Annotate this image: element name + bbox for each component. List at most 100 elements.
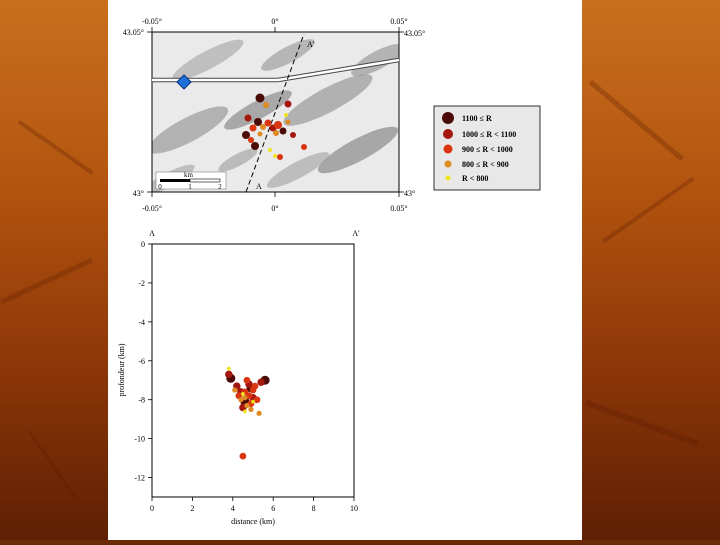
epicentre bbox=[257, 131, 263, 137]
legend-marker bbox=[444, 160, 452, 168]
scale-tick: 1 bbox=[188, 183, 192, 191]
map-scale-bar: km 0 1 2 bbox=[155, 171, 227, 191]
x-tick-label: 8 bbox=[312, 504, 316, 513]
section-right-label: A' bbox=[352, 229, 360, 238]
profile-end-label: A' bbox=[307, 40, 315, 49]
axis-ticks: 0 2 4 6 8 10 0 -2 -4 -6 -8 -10 -12 bbox=[134, 240, 358, 513]
map-road bbox=[152, 57, 399, 83]
x-tick-label: 0 bbox=[150, 504, 154, 513]
legend-marker bbox=[443, 129, 453, 139]
texture-crack bbox=[27, 430, 76, 498]
legend-marker bbox=[443, 144, 453, 154]
map-top-tick: 0.05° bbox=[390, 17, 407, 26]
map-bottom-tick: 0.05° bbox=[390, 204, 407, 213]
hypocentres bbox=[225, 366, 270, 460]
epicentre bbox=[268, 148, 272, 152]
y-tick-label: -4 bbox=[138, 318, 145, 327]
magnitude-legend: 1100 ≤ R 1000 ≤ R < 1100 900 ≤ R < 1000 … bbox=[433, 105, 541, 191]
y-tick-label: -12 bbox=[134, 474, 145, 483]
epicentre bbox=[290, 132, 296, 138]
legend-marker bbox=[445, 175, 451, 181]
hypocentre-point bbox=[243, 376, 251, 384]
x-tick-label: 10 bbox=[350, 504, 358, 513]
station-marker bbox=[176, 74, 192, 90]
map-bottom-tick: 0° bbox=[271, 204, 278, 213]
hypocentre-point bbox=[257, 378, 265, 386]
epicentre bbox=[273, 154, 277, 158]
hypocentre-point bbox=[225, 370, 233, 379]
map-epicentres bbox=[242, 93, 307, 160]
location-map: -0.05° 0° 0.05° -0.05° 0° 0.05° 43.05° 4… bbox=[123, 17, 425, 213]
scale-tick: 2 bbox=[218, 183, 222, 191]
epicentre bbox=[260, 124, 266, 130]
hypocentre-point bbox=[226, 366, 231, 371]
epicentre bbox=[285, 119, 291, 125]
epicentre bbox=[251, 142, 259, 150]
map-top-tick: 0° bbox=[271, 17, 278, 26]
texture-crack bbox=[588, 80, 684, 161]
epicentre bbox=[284, 113, 288, 117]
y-tick-label: -8 bbox=[138, 396, 145, 405]
plot-frame bbox=[151, 243, 355, 498]
texture-crack bbox=[584, 400, 700, 447]
legend-label: 1100 ≤ R bbox=[462, 114, 492, 123]
hypocentre-point bbox=[253, 396, 261, 404]
scale-unit: km bbox=[184, 171, 194, 179]
hypocentre-point bbox=[232, 387, 238, 393]
profile-line bbox=[245, 33, 305, 193]
epicentre bbox=[277, 154, 283, 160]
scale-tick: 0 bbox=[158, 183, 162, 191]
y-axis-label: profondeur (km) bbox=[117, 343, 126, 396]
epicentre bbox=[248, 137, 254, 143]
x-tick-label: 2 bbox=[190, 504, 194, 513]
epicentre bbox=[274, 121, 282, 129]
section-left-label: A bbox=[149, 229, 155, 238]
depth-section-chart: A A' 0 2 4 6 8 10 0 -2 -4 -6 -8 -10 -12 distance (km… bbox=[117, 229, 360, 526]
epicentre bbox=[255, 93, 265, 103]
legend-marker bbox=[442, 112, 454, 124]
y-tick-label: -6 bbox=[138, 357, 145, 366]
hypocentre-point bbox=[238, 397, 244, 403]
y-tick-label: -2 bbox=[138, 279, 145, 288]
epicentre bbox=[263, 102, 269, 108]
legend-label: 1000 ≤ R < 1100 bbox=[462, 130, 516, 139]
legend-label: R < 800 bbox=[462, 174, 488, 183]
epicentre bbox=[279, 127, 287, 135]
left-background-panel bbox=[0, 0, 108, 540]
map-right-tick: 43.05° bbox=[404, 29, 425, 38]
epicentre bbox=[249, 124, 257, 132]
right-background-panel bbox=[582, 0, 720, 540]
hypocentre-point bbox=[256, 410, 262, 416]
x-tick-label: 6 bbox=[271, 504, 275, 513]
texture-crack bbox=[0, 257, 93, 305]
hypocentre-point bbox=[244, 402, 250, 409]
y-tick-label: 0 bbox=[141, 240, 145, 249]
legend-label: 800 ≤ R < 900 bbox=[462, 160, 509, 169]
epicentre bbox=[273, 130, 279, 136]
map-left-tick: 43° bbox=[133, 189, 144, 198]
map-left-tick: 43.05° bbox=[123, 28, 144, 37]
figure-canvas: -0.05° 0° 0.05° -0.05° 0° 0.05° 43.05° 4… bbox=[117, 17, 541, 526]
hypocentre-point bbox=[243, 409, 247, 414]
epicentre bbox=[254, 118, 262, 126]
map-frame bbox=[151, 31, 400, 193]
map-frame-ticks bbox=[147, 27, 404, 197]
x-axis-label: distance (km) bbox=[231, 517, 275, 526]
texture-crack bbox=[602, 176, 695, 244]
hypocentre-point bbox=[248, 406, 254, 413]
slide: -0.05° 0° 0.05° -0.05° 0° 0.05° 43.05° 4… bbox=[108, 0, 582, 540]
y-tick-label: -10 bbox=[134, 435, 145, 444]
hypocentre-point bbox=[239, 452, 247, 460]
epicentre bbox=[264, 119, 272, 127]
legend-label: 900 ≤ R < 1000 bbox=[462, 145, 513, 154]
epicentre bbox=[244, 114, 252, 122]
map-right-tick: 43° bbox=[404, 189, 415, 198]
hypocentre-point bbox=[251, 399, 255, 404]
epicentre bbox=[242, 131, 250, 139]
hypocentre-point bbox=[242, 395, 248, 401]
profile-start-label: A bbox=[256, 182, 262, 191]
epicentre bbox=[301, 144, 307, 150]
texture-crack bbox=[17, 120, 94, 175]
map-bottom-tick: -0.05° bbox=[142, 204, 162, 213]
map-top-tick: -0.05° bbox=[142, 17, 162, 26]
